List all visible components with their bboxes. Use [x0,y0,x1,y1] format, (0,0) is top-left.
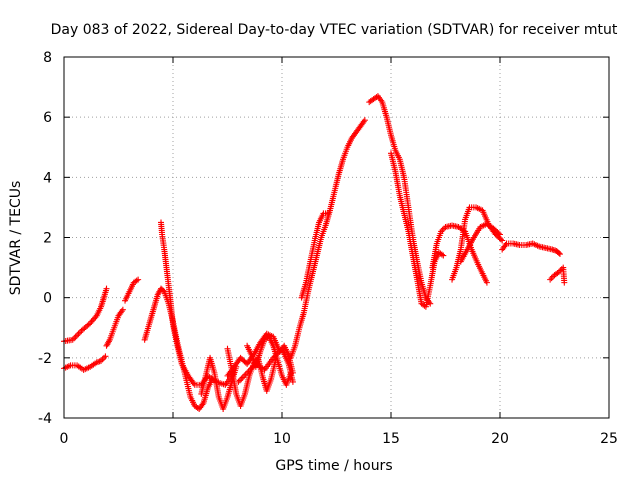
series-arc-b [61,353,109,373]
data-point [160,287,167,294]
series-arc-r [457,220,503,265]
data-point [75,330,82,337]
series-arc-a [61,285,110,345]
x-tick-label: 25 [600,431,618,447]
y-tick-label: 4 [43,170,52,186]
series-arc-l [287,117,368,361]
data-point [556,251,563,258]
data-point [100,354,107,361]
series-arc-s [499,240,563,258]
data-point [72,333,79,340]
data-point [289,378,296,385]
data-point [239,374,246,381]
data-marks [61,93,568,412]
x-tick-label: 15 [382,431,400,447]
data-point [499,237,506,244]
series-arc-m [298,210,331,301]
data-point [548,275,555,282]
y-tick-label: -4 [38,411,52,427]
data-point [547,276,554,283]
data-point [440,252,447,259]
axis-ticks: 0 5 10 15 20 25 -4 -2 0 2 4 6 8 [38,50,618,447]
y-tick-label: -2 [38,351,52,367]
data-point [555,250,562,257]
y-tick-label: 0 [43,291,52,307]
series-arc-q [449,204,506,283]
data-point [74,332,81,339]
data-point [495,230,502,237]
x-tick-label: 20 [491,431,509,447]
data-point [324,210,331,217]
plot-frame [63,56,610,419]
series-arc-t [547,264,568,286]
chart-title: Day 083 of 2022, Sidereal Day-to-day VTE… [51,22,618,38]
data-point [102,353,109,360]
data-point [236,377,243,384]
series-arc-k [235,345,296,385]
series-arc-o [388,150,447,310]
series-arc-d [122,276,142,304]
data-point [98,357,105,364]
data-point [427,300,434,307]
grid [64,57,609,418]
y-axis-label: SDTVAR / TECUs [8,181,24,296]
data-point [483,279,490,286]
y-tick-label: 8 [43,50,52,66]
data-point [361,117,368,124]
x-tick-label: 5 [169,431,178,447]
x-tick-label: 10 [273,431,291,447]
data-point [497,231,503,238]
data-point [238,375,245,382]
data-point [76,329,83,336]
series-arc-p [429,222,490,286]
series-arc-c [103,306,126,349]
data-point [119,306,126,313]
x-tick-label: 0 [60,431,69,447]
series-arc-g [198,354,240,412]
x-axis-label: GPS time / hours [275,458,392,474]
y-tick-label: 2 [43,231,52,247]
y-tick-label: 6 [43,110,52,126]
data-point [135,276,142,283]
data-point [103,285,110,292]
data-point [497,236,504,243]
series-arc-f [158,219,238,388]
data-point [561,279,568,286]
